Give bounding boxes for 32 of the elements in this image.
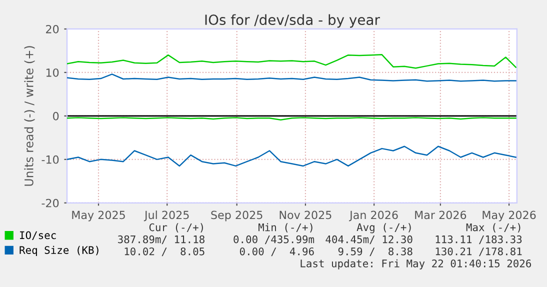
y-tick-label: -20 [42,198,59,208]
x-tick-label: May 2026 [482,210,536,222]
y-axis-title: Units read (-) / write (+) [24,46,35,186]
line-series [67,74,516,82]
text: 130.21 /178.81 [436,247,522,256]
x-tick-label: May 2025 [72,210,125,222]
text: 0.00 /435.99m [234,235,314,244]
chart-title: IOs for /dev/sda - by year [205,14,380,28]
legend-label: Req Size (KB) [20,246,98,256]
y-tick-label: 20 [46,24,59,34]
text: Max (-/+) [466,223,520,232]
text: 9.59 / 8.38 [338,247,412,256]
text: Avg (-/+) [356,223,411,234]
line-series [67,54,516,69]
text: Cur (-/+) [149,223,203,232]
text: Last update: Fri May 22 01:40:15 2026 [300,259,532,270]
text: 113.11 /183.33 [436,235,522,244]
y-tick-label: -10 [42,155,59,164]
text: 387.89m/ 11.18 [118,235,204,244]
text: Min (-/+) [258,223,312,232]
x-tick-label: Jul 2025 [144,210,189,222]
x-tick-label: Sep 2025 [211,210,262,222]
text: 10.02 / 8.05 [124,247,204,256]
x-tick-label: Jan 2026 [349,210,398,222]
x-tick-label: Mar 2026 [415,210,466,220]
y-tick-label: 0 [53,112,59,120]
text: 0.00 / 4.96 [240,247,314,256]
legend-label: IO/sec [20,231,56,240]
y-tick-label: 10 [46,68,59,77]
x-tick-label: Nov 2025 [280,210,332,220]
line-series [67,146,516,167]
text: 404.45m/ 12.30 [326,235,412,244]
